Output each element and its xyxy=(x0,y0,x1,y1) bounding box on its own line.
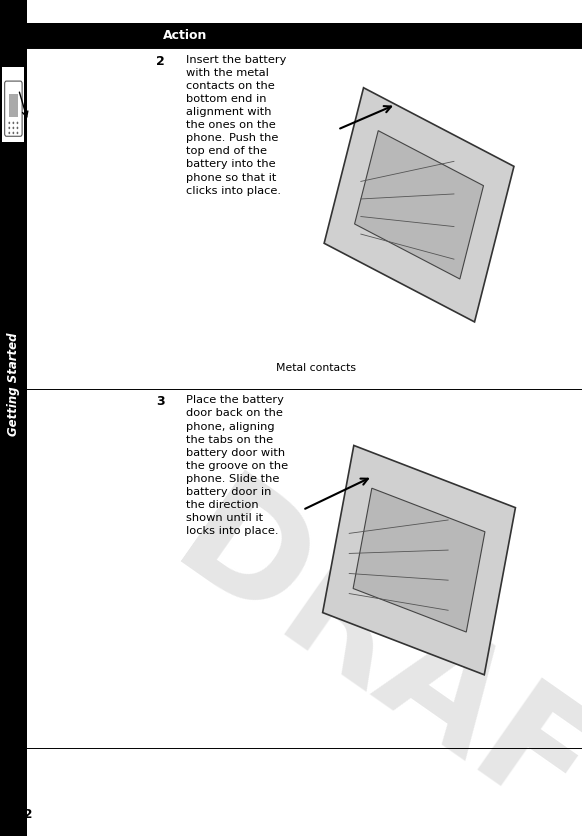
Circle shape xyxy=(16,127,19,130)
Circle shape xyxy=(13,127,14,130)
Polygon shape xyxy=(324,88,514,322)
Polygon shape xyxy=(353,488,485,632)
FancyBboxPatch shape xyxy=(5,81,22,136)
Circle shape xyxy=(8,131,10,134)
Text: 2: 2 xyxy=(155,55,165,69)
Bar xyxy=(9,94,18,117)
Bar xyxy=(0,0,27,836)
Circle shape xyxy=(16,131,19,134)
Text: Insert the battery
with the metal
contacts on the
bottom end in
alignment with
t: Insert the battery with the metal contac… xyxy=(186,55,286,196)
Text: DRAFT: DRAFT xyxy=(148,465,582,836)
Circle shape xyxy=(8,122,10,125)
Circle shape xyxy=(13,122,14,125)
Text: Place the battery
door back on the
phone, aligning
the tabs on the
battery door : Place the battery door back on the phone… xyxy=(186,395,288,536)
Text: Metal contacts: Metal contacts xyxy=(276,363,356,373)
Text: Getting Started: Getting Started xyxy=(7,333,20,436)
Polygon shape xyxy=(322,446,516,675)
Text: 22: 22 xyxy=(15,808,32,821)
Polygon shape xyxy=(354,130,484,279)
Bar xyxy=(2,67,24,142)
Circle shape xyxy=(16,122,19,125)
Text: 3: 3 xyxy=(156,395,164,409)
Bar xyxy=(27,23,582,48)
Text: Action: Action xyxy=(163,29,207,43)
Circle shape xyxy=(13,131,14,134)
Circle shape xyxy=(8,127,10,130)
